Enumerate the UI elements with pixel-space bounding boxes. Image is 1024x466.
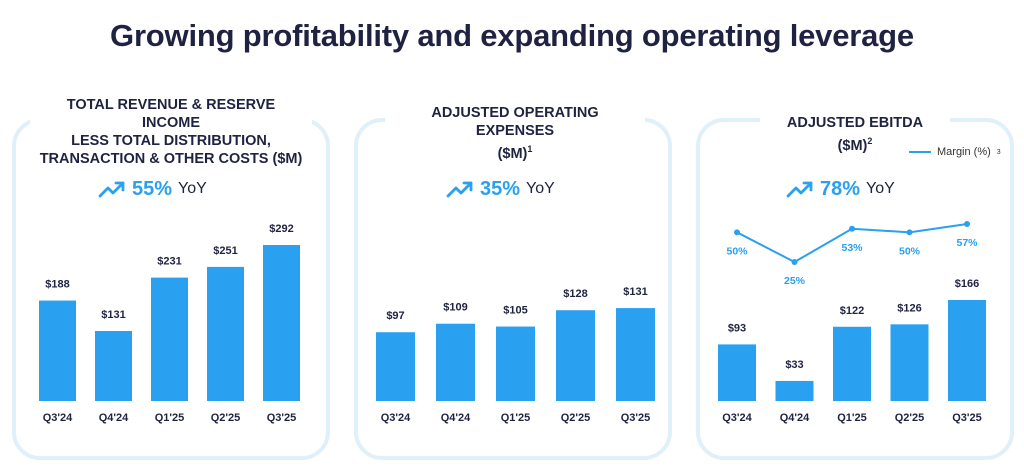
- margin-point-label: 50%: [899, 245, 921, 257]
- yoy-label: YoY: [178, 180, 207, 197]
- yoy-label: YoY: [866, 180, 895, 197]
- ebitda-bar: [890, 324, 929, 401]
- revenue-category-tick-label: Q1'25: [155, 412, 185, 424]
- margin-point: [734, 229, 740, 236]
- ebitda-bar: [833, 326, 871, 401]
- revenue-category-tick-label: Q3'24: [43, 412, 73, 424]
- ebitda-category-tick-label: Q1'25: [837, 412, 867, 424]
- opex-chart-title-line: ($M)1: [393, 140, 637, 163]
- ebitda-category-tick-label: Q4'24: [780, 412, 810, 424]
- revenue-bar: [39, 300, 76, 401]
- legend-line-swatch: [909, 151, 931, 153]
- opex-bar-value-label: $131: [623, 286, 647, 298]
- opex-chart-title: ADJUSTED OPERATING EXPENSES ($M)1: [385, 104, 645, 163]
- revenue-category-tick-label: Q2'25: [211, 412, 241, 424]
- opex-category-tick-label: Q1'25: [501, 412, 531, 424]
- trending-up-icon: [98, 181, 125, 198]
- yoy-label: YoY: [526, 180, 555, 197]
- opex-bar: [556, 310, 595, 401]
- margin-point-label: 25%: [784, 275, 806, 287]
- ebitda-bar-value-label: $93: [728, 322, 746, 334]
- opex-bar: [616, 308, 655, 401]
- trending-up-icon: [446, 181, 473, 198]
- revenue-bar: [151, 277, 188, 401]
- margin-point: [906, 229, 913, 236]
- opex-bar-value-label: $97: [386, 310, 404, 322]
- opex-category-tick-label: Q3'25: [621, 412, 651, 424]
- revenue-bar-value-label: $292: [269, 223, 293, 235]
- opex-yoy: 35% YoY: [446, 176, 555, 202]
- ebitda-bar-value-label: $122: [840, 305, 864, 317]
- legend-label: Margin (%): [937, 146, 991, 158]
- margin-point: [964, 221, 970, 227]
- opex-category-tick-label: Q3'24: [381, 412, 411, 424]
- revenue-bar-value-label: $231: [157, 256, 181, 268]
- opex-bar-value-label: $105: [503, 305, 527, 317]
- opex-bar: [376, 332, 415, 401]
- ebitda-category-tick-label: Q3'24: [722, 412, 752, 424]
- margin-point-label: 53%: [841, 242, 863, 254]
- ebitda-chart-title-line: ADJUSTED EBITDA ($M): [786, 115, 924, 154]
- opex-chart-title-unit: ($M): [497, 145, 528, 162]
- ebitda-yoy: 78% YoY: [786, 176, 895, 202]
- yoy-value: 35%: [480, 177, 521, 200]
- revenue-chart-title-line: LESS TOTAL DISTRIBUTION,: [71, 133, 271, 149]
- footnote-marker: 1: [527, 144, 533, 154]
- opex-category-tick-label: Q4'24: [441, 412, 471, 424]
- footnote-marker: 2: [867, 136, 873, 146]
- yoy-value: 78%: [820, 177, 861, 200]
- opex-bar: [496, 326, 535, 401]
- yoy-value: 55%: [132, 177, 173, 200]
- revenue-bar: [263, 245, 300, 401]
- revenue-chart-title: TOTAL REVENUE & RESERVE INCOME LESS TOTA…: [30, 96, 312, 168]
- opex-bar-value-label: $109: [443, 302, 467, 314]
- revenue-bar-value-label: $131: [101, 309, 125, 321]
- opex-bar: [436, 323, 475, 401]
- ebitda-category-tick-label: Q3'25: [952, 412, 982, 424]
- ebitda-bar-value-label: $126: [897, 302, 921, 314]
- page-title: Growing profitability and expanding oper…: [110, 18, 914, 53]
- revenue-bar: [95, 331, 132, 401]
- revenue-yoy: 55% YoY: [98, 176, 207, 202]
- ebitda-bar: [718, 344, 756, 401]
- revenue-bar: [207, 266, 244, 401]
- revenue-chart-title-line: TOTAL REVENUE & RESERVE INCOME: [66, 97, 276, 131]
- footnote-marker: 3: [996, 148, 1001, 156]
- margin-point: [849, 225, 855, 232]
- ebitda-chart-panel: [696, 118, 1014, 460]
- ebitda-bar-value-label: $166: [955, 278, 979, 290]
- ebitda-category-tick-label: Q2'25: [895, 412, 925, 424]
- revenue-chart-title-line: TRANSACTION & OTHER COSTS ($M): [39, 151, 303, 167]
- revenue-bar-value-label: $251: [213, 245, 237, 257]
- opex-bar-value-label: $128: [563, 288, 587, 300]
- revenue-bar-value-label: $188: [45, 279, 69, 291]
- margin-point-label: 57%: [956, 237, 978, 249]
- revenue-category-tick-label: Q4'24: [99, 412, 129, 424]
- margin-legend: Margin (%) 3: [905, 146, 1005, 158]
- ebitda-bar: [948, 300, 986, 401]
- revenue-category-tick-label: Q3'25: [267, 412, 297, 424]
- opex-chart-panel: [354, 118, 672, 460]
- opex-chart-title-line: ADJUSTED OPERATING EXPENSES: [431, 105, 599, 139]
- trending-up-icon: [786, 181, 813, 198]
- margin-point-label: 50%: [726, 245, 748, 257]
- ebitda-bar: [775, 380, 814, 401]
- ebitda-bar-value-label: $33: [785, 359, 803, 371]
- margin-point: [791, 259, 798, 265]
- opex-category-tick-label: Q2'25: [561, 412, 591, 424]
